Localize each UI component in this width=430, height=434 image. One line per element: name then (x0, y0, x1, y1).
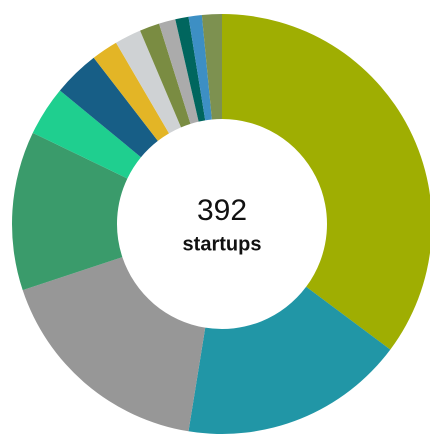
donut-segment (188, 14, 212, 121)
donut (12, 14, 430, 434)
donut-segment (22, 257, 206, 432)
donut-segment (93, 42, 170, 141)
center-value: 392 (197, 194, 247, 227)
donut-segment (188, 286, 391, 434)
donut-segment (59, 57, 158, 158)
donut-segment (159, 19, 199, 124)
donut-segment (32, 90, 141, 179)
donut-segment (12, 132, 128, 291)
donut-segment (201, 14, 222, 120)
donut-segment (222, 14, 430, 350)
donut-segment (140, 23, 191, 128)
donut-segment (116, 30, 182, 134)
donut-segment (175, 16, 206, 122)
center-label: startups (183, 233, 262, 255)
